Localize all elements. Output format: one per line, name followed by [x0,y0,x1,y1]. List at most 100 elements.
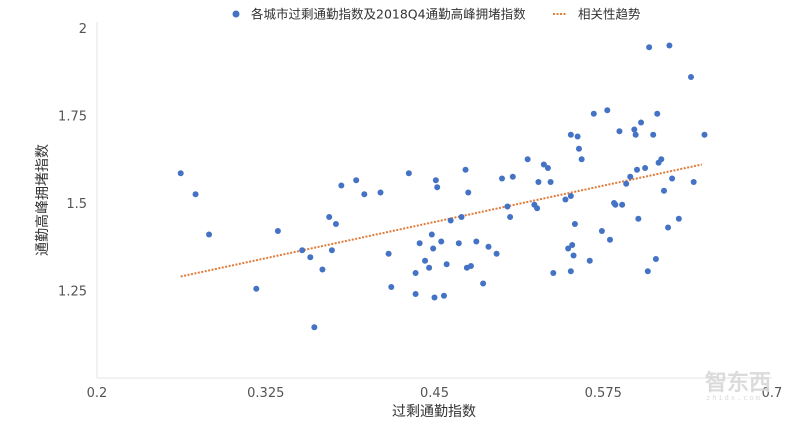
data-point [332,221,339,227]
data-point [632,131,639,138]
legend: 各城市过剩通勤指数及2018Q4通勤高峰拥堵指数 相关性趋势 [232,7,641,22]
data-point [507,214,514,220]
data-point [422,257,429,264]
data-point [586,257,593,264]
data-point [412,291,419,297]
data-point [473,238,480,245]
data-point [253,285,260,292]
data-point [385,250,392,257]
data-point [438,238,445,245]
data-point [690,179,697,185]
data-point [578,156,585,163]
data-point [299,247,306,254]
data-point [544,165,551,171]
data-point [455,240,462,247]
data-point [619,201,626,208]
x-tick-label: 0.325 [247,386,284,401]
y-tick-label: 2 [79,22,87,37]
data-point [274,228,281,234]
data-point [638,119,645,126]
y-tick-labels: 2 1.75 1.5 1.25 [58,22,87,300]
data-point [550,270,557,276]
data-point [688,74,694,80]
data-point [701,131,708,138]
data-point [616,128,623,135]
data-point [612,201,619,208]
data-point [412,270,419,276]
data-point [465,189,472,196]
data-point [540,161,547,168]
data-point [504,203,511,210]
data-point [590,110,597,117]
data-point [416,240,423,247]
data-point [426,264,433,271]
data-point [428,231,435,238]
data-point [665,224,672,231]
data-point [405,170,412,177]
y-axis-title: 通勤高峰拥堵指数 [34,144,51,256]
data-point [535,179,542,185]
legend-label-trend: 相关性趋势 [578,7,641,22]
data-point [575,145,582,152]
data-point [567,131,574,138]
data-point [646,44,653,51]
data-point [192,191,199,198]
scatter-points [177,42,708,331]
data-point [462,166,469,173]
data-point [485,243,492,250]
watermark-text: 智东西 [705,370,771,396]
data-point [388,284,395,290]
data-point [432,177,439,184]
data-point [377,189,384,196]
data-point [654,110,661,117]
data-point [524,156,531,163]
y-tick-label: 1.75 [58,110,87,125]
data-point [328,247,335,254]
watermark-subtext: zhidx.com [706,394,762,402]
data-point [458,214,465,220]
data-point [652,256,659,262]
data-point [206,231,213,238]
data-point [311,324,318,331]
data-point [567,268,574,275]
data-point [534,205,541,212]
data-point [326,214,333,220]
x-tick-labels: 0.2 0.325 0.45 0.575 0.7 [87,386,783,401]
data-point [661,187,667,194]
data-point [509,173,516,180]
data-point [480,280,487,287]
data-point [634,166,640,173]
x-axis-title: 过剩通勤指数 [392,404,476,420]
data-point [570,252,577,259]
data-point [338,182,345,189]
trendline-group [180,163,703,278]
x-tick-label: 0.575 [585,386,622,401]
x-tick-label: 0.7 [762,386,783,401]
data-point [567,193,574,199]
data-point [666,42,673,49]
legend-marker-scatter [232,10,240,18]
data-point [547,179,554,185]
data-point [463,264,470,271]
data-point [623,180,630,187]
data-point [353,177,360,184]
data-point [607,236,613,243]
data-point [443,261,450,268]
trendline [180,163,703,278]
data-point [569,242,576,248]
data-point [642,165,649,171]
data-point [598,228,605,234]
x-tick-label: 0.2 [87,386,108,401]
data-point [430,245,437,252]
data-point [574,133,581,140]
data-point [631,126,638,133]
data-point [565,245,572,252]
y-tick-label: 1.25 [58,285,87,300]
legend-label-scatter: 各城市过剩通勤指数及2018Q4通勤高峰拥堵指数 [251,7,526,22]
data-point [431,294,438,301]
watermark-logo: 智东西 zhidx.com [705,370,771,402]
data-point [447,217,454,224]
data-point [604,107,611,114]
data-point [440,292,447,299]
